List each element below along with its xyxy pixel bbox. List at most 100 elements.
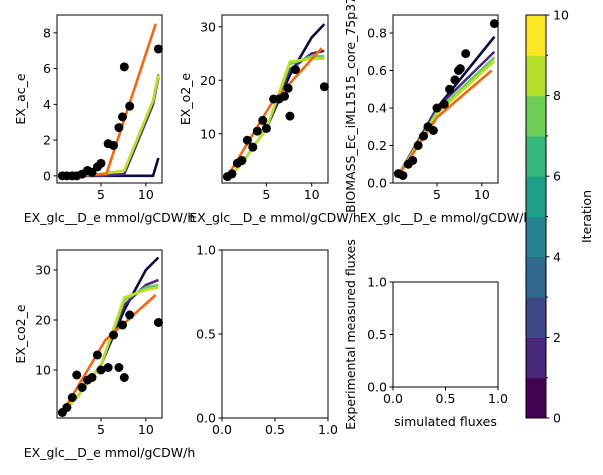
colorbar-bin — [526, 216, 546, 258]
data-point — [103, 363, 113, 372]
y-axis-label: EX_o2_e — [178, 73, 193, 126]
colorbar-tick-label: 8 — [553, 88, 561, 103]
y-tick-label: 30 — [35, 263, 51, 278]
data-point — [114, 363, 124, 372]
data-point — [455, 64, 465, 74]
axes-frame — [56, 14, 163, 184]
data-point — [67, 393, 77, 402]
y-tick-label: 0.0 — [367, 380, 387, 395]
data-point — [283, 83, 293, 93]
data-point — [408, 156, 418, 165]
y-tick-label: 6 — [43, 61, 51, 76]
colorbar-bin — [526, 15, 546, 56]
data-point — [77, 383, 87, 392]
y-axis-label: EX_ac_e — [13, 73, 28, 124]
data-point — [439, 99, 449, 109]
x-tick-label: 0.0 — [212, 422, 232, 437]
data-point — [242, 135, 252, 145]
x-axis-label: EX_glc__D_e mmol/gCDW/h — [24, 445, 196, 460]
data-point — [319, 82, 329, 92]
data-point — [87, 373, 97, 382]
colorbar-bin — [526, 297, 546, 338]
x-tick-label: 5 — [97, 187, 105, 202]
data-point — [461, 49, 471, 59]
y-tick-label: 1.0 — [196, 243, 216, 258]
data-point — [419, 131, 429, 141]
data-point — [290, 65, 300, 75]
data-point — [398, 171, 408, 180]
y-tick-label: 0.4 — [367, 101, 387, 116]
colorbar-tick-label: 0 — [553, 411, 561, 426]
axes-frame — [392, 14, 499, 184]
series-line — [61, 278, 159, 414]
y-tick-label: 0.8 — [367, 26, 387, 41]
data-point — [153, 318, 163, 327]
data-point — [114, 123, 124, 133]
data-point — [125, 101, 135, 111]
axes-frame — [221, 14, 329, 184]
data-point — [252, 126, 262, 136]
y-tick-label: 0 — [43, 168, 51, 183]
y-axis-label: EX_co2_e — [13, 304, 28, 363]
data-point — [413, 141, 423, 150]
colorbar-tick-label: 10 — [553, 8, 569, 23]
data-point — [428, 126, 438, 135]
data-point — [92, 350, 102, 360]
data-point — [96, 365, 106, 375]
colorbar-bin — [526, 256, 546, 298]
data-point — [125, 310, 135, 320]
data-point — [450, 75, 460, 85]
colorbar-label: Iteration — [579, 190, 594, 243]
y-tick-label: 20 — [200, 73, 216, 88]
y-tick-label: 0.0 — [196, 411, 216, 426]
y-tick-label: 10 — [200, 126, 216, 141]
data-point — [261, 123, 271, 133]
x-tick-label: 10 — [138, 422, 154, 437]
y-tick-label: 2 — [43, 133, 51, 148]
data-point — [118, 112, 128, 122]
x-tick-label: 1.0 — [488, 391, 508, 406]
data-point — [62, 403, 72, 412]
x-tick-label: 10 — [138, 187, 154, 202]
y-tick-label: 10 — [35, 363, 51, 378]
x-tick-label: 0.0 — [383, 391, 403, 406]
y-tick-label: 30 — [200, 19, 216, 34]
x-axis-label: EX_glc__D_e mmol/gCDW/h — [360, 210, 532, 225]
data-point — [119, 373, 129, 382]
data-point — [72, 370, 82, 380]
data-point — [445, 84, 455, 94]
axes-frame — [221, 249, 329, 419]
data-point — [237, 156, 247, 166]
data-point — [280, 91, 290, 101]
y-tick-label: 0.5 — [196, 327, 216, 342]
y-tick-label: 1.0 — [367, 275, 387, 290]
y-axis-label: Experimental measured fluxes — [343, 239, 358, 430]
y-tick-label: 0.5 — [367, 327, 387, 342]
x-tick-label: 5 — [262, 187, 270, 202]
data-point — [118, 320, 128, 330]
data-point — [119, 62, 129, 72]
data-point — [285, 111, 295, 121]
data-point — [153, 44, 163, 54]
series-line — [226, 47, 323, 178]
data-point — [432, 103, 442, 113]
x-axis-label: EX_glc__D_e mmol/gCDW/h — [24, 210, 196, 225]
colorbar-tick-label: 6 — [553, 169, 561, 184]
x-axis-label: EX_glc__D_e mmol/gCDW/h — [189, 210, 361, 225]
data-point — [258, 115, 268, 125]
x-tick-label: 0.5 — [436, 391, 456, 406]
data-point — [109, 140, 119, 150]
data-point — [489, 19, 499, 29]
colorbar-tick-label: 4 — [553, 249, 561, 264]
series-line — [61, 294, 157, 414]
x-tick-label: 0.5 — [265, 422, 285, 437]
data-point — [109, 330, 119, 340]
axes-frame — [56, 249, 163, 419]
y-tick-label: 0.6 — [367, 63, 387, 78]
series-line — [62, 23, 157, 178]
data-point — [248, 142, 258, 152]
colorbar-bin — [526, 176, 546, 217]
axes-frame — [392, 281, 499, 388]
colorbar-tick-label: 2 — [553, 330, 561, 345]
